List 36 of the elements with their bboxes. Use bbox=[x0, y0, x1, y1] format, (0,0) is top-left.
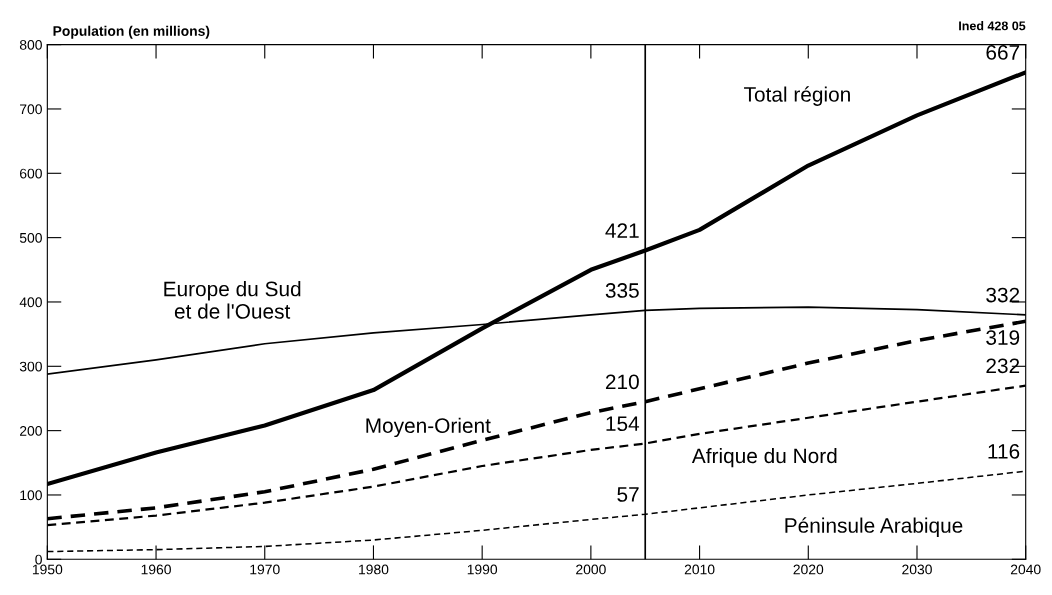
y-tick-label: 500 bbox=[19, 232, 42, 243]
x-tick-label: 2000 bbox=[576, 564, 606, 575]
annotation: 667 bbox=[986, 45, 1020, 60]
y-tick-label: 200 bbox=[20, 425, 42, 436]
series-label: Afrique du Nord bbox=[691, 447, 837, 468]
annotation: 335 bbox=[605, 283, 639, 298]
y-tick-label: 700 bbox=[20, 104, 42, 115]
y-tick-label: 600 bbox=[20, 168, 42, 179]
annotation: 154 bbox=[606, 416, 640, 432]
x-tick-label: 1960 bbox=[141, 564, 171, 575]
y-axis-title: Population (en millions) bbox=[53, 25, 210, 39]
series-label: Péninsule Arabique bbox=[785, 517, 963, 537]
series-label: Total région bbox=[744, 86, 850, 106]
y-tick-label: 300 bbox=[19, 361, 42, 372]
annotation: 116 bbox=[988, 443, 1020, 459]
y-tick-label: 0 bbox=[35, 554, 42, 565]
x-tick-label: 2040 bbox=[1010, 564, 1041, 575]
x-tick-label: 2030 bbox=[902, 564, 932, 575]
series-label: Europe du Sud et de l'Ouest bbox=[164, 281, 301, 319]
annotation: 421 bbox=[605, 223, 639, 238]
text: Ined 428 05 bbox=[959, 21, 1026, 31]
x-tick-label: 1990 bbox=[467, 564, 498, 575]
x-tick-label: 1950 bbox=[32, 564, 63, 575]
annotation: 232 bbox=[986, 358, 1020, 374]
y-tick-label: 100 bbox=[20, 490, 42, 501]
x-tick-label: 1980 bbox=[359, 564, 389, 575]
annotation: 319 bbox=[986, 330, 1020, 345]
series-label: Moyen-Orient bbox=[366, 417, 491, 438]
y-tick-label: 400 bbox=[19, 297, 42, 308]
x-tick-label: 1970 bbox=[250, 564, 280, 575]
x-tick-label: 2010 bbox=[684, 564, 715, 575]
y-tick-label: 800 bbox=[19, 39, 42, 50]
annotation: 210 bbox=[605, 374, 639, 390]
annotation: 332 bbox=[986, 287, 1020, 303]
x-tick-label: 2020 bbox=[793, 564, 824, 575]
annotation: 57 bbox=[617, 487, 639, 502]
